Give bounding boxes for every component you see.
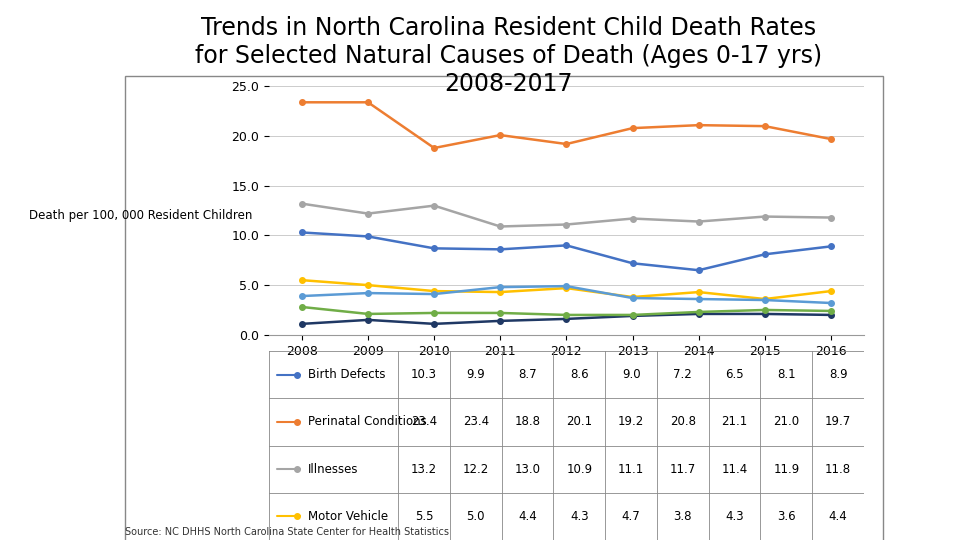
Text: 21.1: 21.1 (722, 415, 748, 428)
Text: 19.7: 19.7 (825, 415, 852, 428)
Text: 11.7: 11.7 (670, 463, 696, 476)
Text: 8.9: 8.9 (828, 368, 848, 381)
Text: Trends in North Carolina Resident Child Death Rates
for Selected Natural Causes : Trends in North Carolina Resident Child … (195, 16, 823, 96)
Text: 20.8: 20.8 (670, 415, 696, 428)
Text: 7.2: 7.2 (674, 368, 692, 381)
Text: Illnesses: Illnesses (307, 463, 358, 476)
Text: 4.4: 4.4 (828, 510, 848, 523)
Text: 3.6: 3.6 (777, 510, 796, 523)
Text: 10.9: 10.9 (566, 463, 592, 476)
Text: 9.9: 9.9 (467, 368, 485, 381)
Text: Birth Defects: Birth Defects (307, 368, 385, 381)
Text: 18.8: 18.8 (515, 415, 540, 428)
Text: Death per 100, 000 Resident Children: Death per 100, 000 Resident Children (29, 210, 252, 222)
Text: 23.4: 23.4 (411, 415, 437, 428)
Text: 11.1: 11.1 (618, 463, 644, 476)
Text: 13.0: 13.0 (515, 463, 540, 476)
Text: Perinatal Conditions: Perinatal Conditions (307, 415, 426, 428)
Bar (125, 76, 883, 540)
Text: 13.2: 13.2 (411, 463, 437, 476)
Text: 4.4: 4.4 (518, 510, 537, 523)
Text: 8.1: 8.1 (777, 368, 796, 381)
Text: 3.8: 3.8 (674, 510, 692, 523)
Text: 8.7: 8.7 (518, 368, 537, 381)
Text: Source: NC DHHS North Carolina State Center for Health Statistics: Source: NC DHHS North Carolina State Cen… (125, 527, 449, 537)
Text: 4.3: 4.3 (570, 510, 588, 523)
Text: 6.5: 6.5 (726, 368, 744, 381)
Text: 10.3: 10.3 (411, 368, 437, 381)
Text: 5.0: 5.0 (467, 510, 485, 523)
Text: 5.5: 5.5 (415, 510, 433, 523)
Text: 21.0: 21.0 (774, 415, 800, 428)
Text: 8.6: 8.6 (570, 368, 588, 381)
Text: 23.4: 23.4 (463, 415, 489, 428)
Text: 20.1: 20.1 (566, 415, 592, 428)
Text: 11.9: 11.9 (773, 463, 800, 476)
Text: 4.3: 4.3 (726, 510, 744, 523)
Text: 9.0: 9.0 (622, 368, 640, 381)
Text: 11.8: 11.8 (825, 463, 852, 476)
Text: 12.2: 12.2 (463, 463, 489, 476)
Text: 19.2: 19.2 (618, 415, 644, 428)
Text: Motor Vehicle: Motor Vehicle (307, 510, 388, 523)
Text: 11.4: 11.4 (722, 463, 748, 476)
Text: 4.7: 4.7 (622, 510, 640, 523)
